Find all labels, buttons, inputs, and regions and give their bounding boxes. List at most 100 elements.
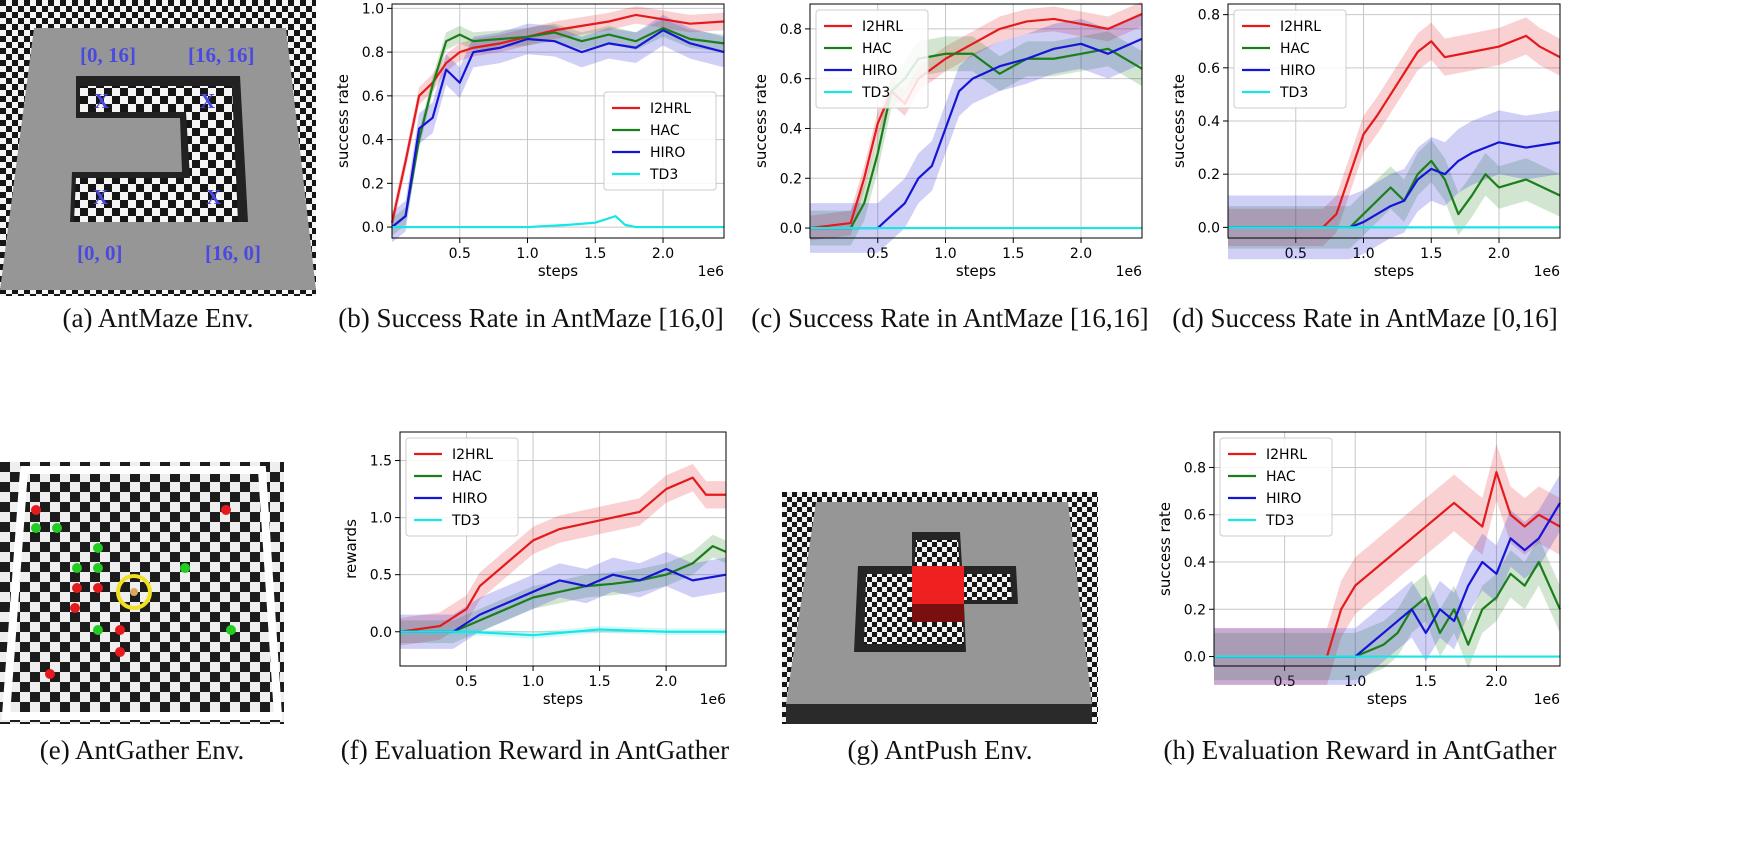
legend-box: [815, 9, 929, 109]
x-axis-multiplier: 1e6: [700, 692, 727, 708]
y-tick-label: 0.4: [362, 133, 384, 149]
x-tick-label: 1.5: [1420, 246, 1442, 262]
band-i2hrl: [1228, 17, 1560, 246]
x-tick-label: 0.5: [449, 246, 471, 262]
goal-marker-bl: X: [93, 185, 108, 209]
y-tick-label: 0.8: [780, 22, 802, 38]
goal-marker-tr: X: [200, 89, 215, 113]
caption-f: (f) Evaluation Reward in AntGather: [340, 735, 730, 765]
y-tick-label: 0.0: [370, 625, 392, 641]
y-tick-label: 0.4: [1198, 114, 1220, 130]
antpush-render: [782, 492, 1098, 724]
series-line-i2hrl: [1214, 471, 1561, 658]
band-i2hrl: [1214, 443, 1560, 685]
caption-g: (g) AntPush Env.: [847, 735, 1033, 765]
legend-label-hac: HAC: [862, 41, 892, 57]
antgather-render: [0, 462, 284, 724]
series-line-hiro: [391, 29, 725, 228]
legend-label-hac: HAC: [1280, 41, 1310, 57]
legend-label-td3: TD3: [451, 513, 480, 529]
y-tick-label: 0.2: [780, 171, 802, 187]
caption-a: (a) AntMaze Env.: [62, 303, 254, 333]
x-tick-label: 1.0: [1344, 674, 1366, 690]
y-axis-label: rewards: [342, 519, 360, 579]
band-hiro: [810, 13, 1142, 253]
chart-f-svg: 0.5 1.0 1.5 2.0 0.0 0.5 1.0 1.5 steps 1e6 rewards I…: [342, 431, 727, 708]
band-i2hrl: [810, 1, 1142, 241]
legend-label-i2hrl: I2HRL: [862, 19, 903, 35]
y-axis-label: success rate: [1156, 502, 1174, 596]
legend: I2HRL HAC HIRO TD3: [603, 91, 717, 191]
chart-c-svg: 0.5 1.0 1.5 2.0 0.0 0.2 0.4 0.6 0.8 steps 1e6 succe…: [752, 1, 1143, 280]
legend-label-td3: TD3: [1265, 513, 1294, 529]
x-axis-multiplier: 1e6: [1534, 264, 1561, 280]
y-tick-label: 0.0: [780, 221, 802, 237]
legend-box: [1219, 437, 1333, 537]
x-tick-label: 1.5: [588, 674, 610, 690]
y-tick-label: 0.8: [1184, 460, 1206, 476]
y-tick-label: 0.6: [362, 89, 384, 105]
chart-c: 0.5 1.0 1.5 2.0 0.0 0.2 0.4 0.6 0.8 steps 1e6 succe…: [748, 0, 1150, 296]
legend-label-td3: TD3: [1279, 85, 1308, 101]
legend-box: [405, 437, 519, 537]
x-tick-label: 0.5: [1273, 674, 1295, 690]
x-tick-label: 2.0: [1488, 246, 1510, 262]
label-0-0: [0, 0]: [77, 241, 123, 265]
x-tick-label: 1.0: [522, 674, 544, 690]
plot-frame: [809, 3, 1143, 239]
x-axis-multiplier: 1e6: [698, 264, 725, 280]
legend-label-td3: TD3: [649, 167, 678, 183]
y-tick-label: 0.5: [370, 568, 392, 584]
band-i2hrl: [400, 463, 726, 646]
x-axis-label: steps: [1374, 262, 1414, 280]
x-tick-label: 2.0: [655, 674, 677, 690]
legend-label-i2hrl: I2HRL: [650, 101, 691, 117]
x-tick-label: 1.5: [584, 246, 606, 262]
legend-label-hiro: HIRO: [1280, 63, 1315, 79]
y-tick-label: 1.5: [370, 454, 392, 470]
chart-b: 0.5 1.0 1.5 2.0 0.0 0.2 0.4 0.6 0.8 1.0 steps 1e6 su…: [330, 0, 732, 296]
goal-marker-tl: X: [94, 89, 109, 113]
plot-frame: [1227, 3, 1561, 239]
plot-frame: [391, 3, 725, 239]
antgather-env-image: [0, 462, 284, 724]
series-line-hiro: [810, 37, 1143, 230]
x-tick-label: 2.0: [1070, 246, 1092, 262]
chart-h-svg: 0.5 1.0 1.5 2.0 0.0 0.2 0.4 0.6 0.8 steps 1e6 succe…: [1156, 431, 1562, 708]
y-axis-label: success rate: [1170, 74, 1188, 168]
series-line-hiro: [1214, 502, 1561, 658]
x-tick-label: 1.5: [1002, 246, 1024, 262]
legend-label-hiro: HIRO: [862, 63, 897, 79]
band-hiro: [1228, 110, 1560, 260]
caption-d: (d) Success Rate in AntMaze [0,16]: [1172, 303, 1558, 333]
y-tick-label: 0.0: [1198, 220, 1220, 236]
legend-label-i2hrl: I2HRL: [1280, 19, 1321, 35]
band-hac: [392, 19, 724, 236]
chart-d: 0.5 1.0 1.5 2.0 0.0 0.2 0.4 0.6 0.8 steps 1e6 succe…: [1166, 0, 1568, 296]
y-tick-label: 0.8: [362, 45, 384, 61]
band-hiro: [392, 14, 724, 243]
y-tick-label: 0.2: [1198, 167, 1220, 183]
series-line-hiro: [400, 567, 727, 633]
legend-box: [603, 91, 717, 191]
agent-ring: [116, 574, 152, 610]
y-tick-label: 0.2: [362, 176, 384, 192]
x-axis-label: steps: [1367, 690, 1407, 708]
x-axis-label: steps: [956, 262, 996, 280]
y-tick-label: 0.0: [1184, 650, 1206, 666]
caption-h: (h) Evaluation Reward in AntGather: [1163, 735, 1557, 765]
x-tick-label: 1.0: [516, 246, 538, 262]
x-tick-label: 0.5: [867, 246, 889, 262]
antmaze-env-image: [0, 16] [16, 16] [0, 0] [16, 0] X X X X: [0, 0, 316, 296]
x-tick-label: 2.0: [1485, 674, 1507, 690]
series-line-hac: [1214, 560, 1562, 658]
series-line-hiro: [1228, 141, 1561, 229]
x-axis-multiplier: 1e6: [1116, 264, 1143, 280]
series-line-td3: [400, 628, 726, 637]
series-line-i2hrl: [390, 13, 725, 223]
plot-frame: [399, 431, 727, 667]
y-tick-label: 1.0: [362, 1, 384, 17]
ant-agent: [130, 588, 138, 596]
y-tick-label: 0.6: [1198, 61, 1220, 77]
